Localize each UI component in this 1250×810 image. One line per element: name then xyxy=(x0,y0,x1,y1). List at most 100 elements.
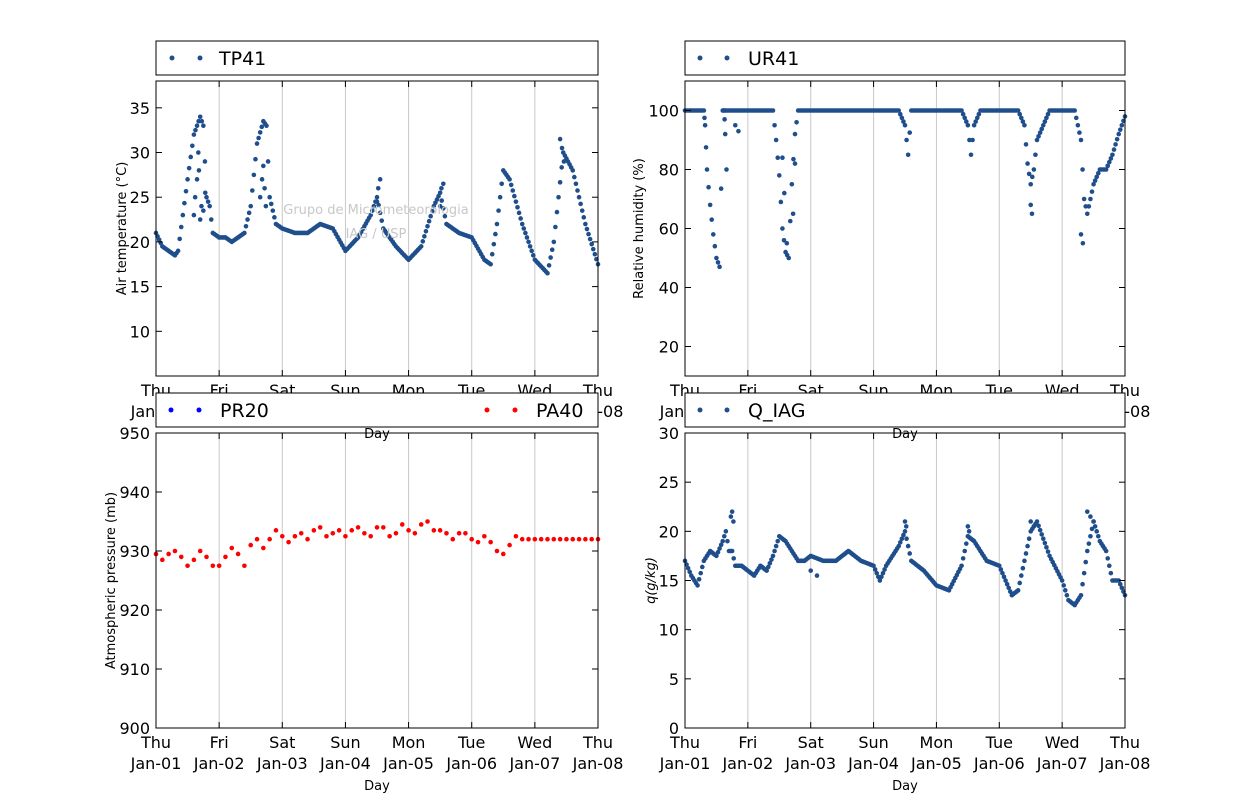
data-point xyxy=(272,215,277,220)
data-point xyxy=(1062,588,1068,593)
data-point xyxy=(576,536,582,542)
data-point xyxy=(731,519,736,524)
data-point xyxy=(418,522,424,527)
data-point xyxy=(243,223,249,229)
x-tick-date-label: Jan-03 xyxy=(784,754,836,773)
data-point xyxy=(426,218,432,224)
y-tick-label: 20 xyxy=(659,522,679,541)
data-point xyxy=(1095,533,1101,539)
data-point xyxy=(366,215,372,221)
data-point xyxy=(982,556,988,561)
data-point xyxy=(551,239,557,245)
data-point xyxy=(573,181,579,187)
data-point xyxy=(1044,115,1049,121)
data-point xyxy=(191,557,197,563)
data-point xyxy=(1014,108,1019,113)
data-point xyxy=(450,536,456,542)
data-point xyxy=(1073,115,1079,121)
data-point xyxy=(971,122,977,128)
data-point xyxy=(268,201,274,207)
legend-marker xyxy=(512,407,518,413)
data-point xyxy=(787,218,793,224)
data-point xyxy=(183,188,189,194)
data-point xyxy=(1040,122,1046,128)
data-point xyxy=(903,524,909,529)
data-point xyxy=(519,221,525,227)
data-point xyxy=(425,519,430,524)
data-point xyxy=(174,250,179,256)
data-point xyxy=(1110,152,1115,158)
data-point xyxy=(784,252,790,258)
data-point xyxy=(1045,549,1051,554)
data-point xyxy=(1020,565,1026,571)
data-point xyxy=(480,254,486,260)
data-point xyxy=(208,217,214,222)
data-point xyxy=(1004,581,1010,587)
data-point xyxy=(371,203,377,209)
data-point xyxy=(1070,108,1076,113)
data-point xyxy=(729,509,735,514)
data-point xyxy=(1084,548,1090,554)
data-point xyxy=(1094,174,1100,180)
data-point xyxy=(722,117,727,122)
legend: TP41 xyxy=(155,40,599,76)
data-point xyxy=(499,181,505,187)
data-point xyxy=(699,564,705,570)
data-point xyxy=(532,536,538,542)
data-point xyxy=(1108,156,1114,161)
data-point xyxy=(177,236,182,242)
data-point xyxy=(894,108,900,113)
data-point xyxy=(160,557,165,563)
data-point xyxy=(1058,575,1063,580)
x-tick-day-label: Thu xyxy=(1109,733,1140,752)
data-point xyxy=(553,224,558,230)
data-point xyxy=(546,263,552,268)
data-point xyxy=(965,524,971,529)
data-point xyxy=(687,569,693,575)
data-point xyxy=(270,208,276,213)
data-point xyxy=(897,540,903,545)
x-tick-date-label: Jan-08 xyxy=(1099,754,1151,773)
data-point xyxy=(1088,196,1093,202)
data-point xyxy=(919,567,925,572)
data-point xyxy=(765,564,771,570)
y-tick-label: 5 xyxy=(669,670,679,689)
data-point xyxy=(965,122,971,128)
data-point xyxy=(524,235,530,240)
data-point xyxy=(1080,240,1086,246)
data-point xyxy=(559,165,564,170)
data-point xyxy=(1028,202,1034,208)
data-point xyxy=(775,155,781,160)
data-point xyxy=(1092,524,1098,529)
data-point xyxy=(776,173,782,178)
data-point xyxy=(190,143,195,149)
x-tick-day-label: Wed xyxy=(1045,733,1080,752)
data-point xyxy=(223,554,228,560)
data-point xyxy=(242,563,247,569)
x-tick-day-label: Wed xyxy=(517,733,552,752)
data-point xyxy=(901,532,906,538)
data-point xyxy=(1086,541,1092,546)
data-point xyxy=(790,211,796,217)
data-point xyxy=(581,215,587,220)
data-point xyxy=(1042,540,1048,546)
data-point xyxy=(556,194,561,200)
data-point xyxy=(902,519,908,524)
data-point xyxy=(869,108,875,113)
data-point xyxy=(968,152,974,158)
data-point xyxy=(500,551,506,557)
legend-marker xyxy=(168,407,174,413)
data-point xyxy=(792,161,798,166)
x-tick-date-label: Jan-07 xyxy=(1036,754,1088,773)
data-point xyxy=(564,536,569,542)
data-point xyxy=(1089,526,1095,532)
data-point xyxy=(513,199,519,204)
data-point xyxy=(178,554,184,560)
x-tick-day-label: Sun xyxy=(858,733,888,752)
data-point xyxy=(387,533,392,539)
data-point xyxy=(589,241,594,247)
legend: UR41 xyxy=(684,40,1126,76)
legend-box xyxy=(684,392,1126,428)
data-point xyxy=(1116,131,1122,137)
data-point xyxy=(718,542,724,548)
